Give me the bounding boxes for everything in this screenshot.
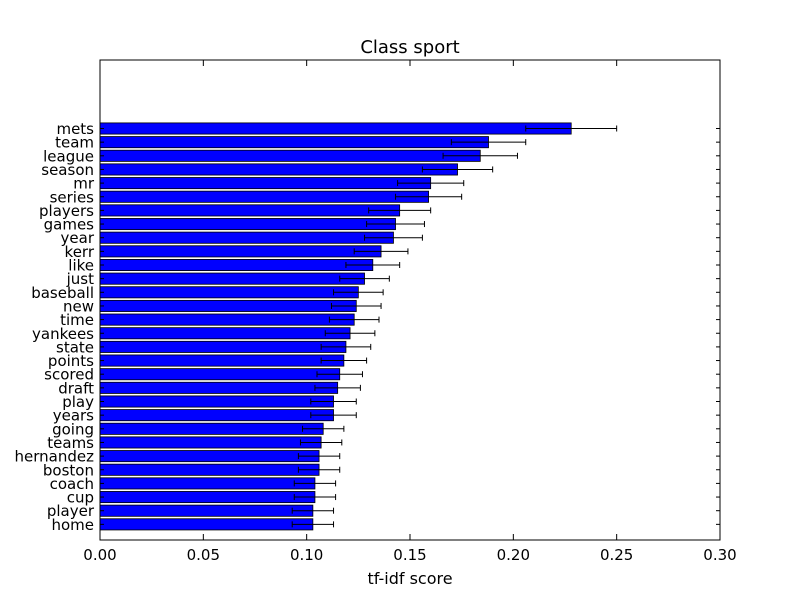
bar-kerr: [99, 245, 382, 258]
plot-frame: [99, 59, 721, 541]
y-tick-label-players: players: [39, 202, 94, 220]
y-tick-label-time: time: [60, 311, 94, 329]
y-tick-label-hernandez: hernandez: [15, 448, 95, 466]
y-tick-label-just: just: [66, 270, 94, 288]
bar-home: [99, 518, 314, 531]
bar-scored: [99, 368, 341, 381]
bar-mr: [99, 177, 432, 190]
y-tick-label-team: team: [55, 134, 94, 152]
y-tick-label-yankees: yankees: [32, 325, 94, 343]
y-tick-label-series: series: [50, 188, 95, 206]
y-tick-label-years: years: [53, 407, 94, 425]
y-tick-label-scored: scored: [44, 366, 94, 384]
bar-players: [99, 204, 401, 217]
bar-boston: [99, 463, 320, 476]
y-tick-label-cup: cup: [67, 489, 94, 507]
bar-yankees: [99, 327, 351, 340]
bar-cup: [99, 491, 316, 504]
y-tick-label-state: state: [56, 338, 94, 356]
bar-hernandez: [99, 450, 320, 463]
x-tick-label-2: 0.10: [290, 546, 323, 564]
y-tick-label-teams: teams: [47, 434, 94, 452]
bar-series: [99, 190, 430, 203]
y-tick-label-mets: mets: [56, 120, 94, 138]
bar-going: [99, 422, 324, 435]
plot-area: metsteamleagueseasonmrseriesplayersgames…: [15, 59, 737, 564]
bar-baseball: [99, 286, 359, 299]
x-axis-label: tf-idf score: [367, 569, 452, 588]
chart-title: Class sport: [360, 37, 459, 58]
x-tick-label-6: 0.30: [703, 546, 736, 564]
bar-like: [99, 258, 374, 271]
y-tick-label-coach: coach: [50, 475, 94, 493]
y-tick-label-baseball: baseball: [31, 284, 94, 302]
y-tick-label-home: home: [51, 516, 94, 534]
x-tick-label-4: 0.20: [497, 546, 530, 564]
bar-new: [99, 299, 357, 312]
y-tick-label-mr: mr: [73, 175, 95, 193]
bar-season: [99, 163, 458, 176]
x-tick-label-1: 0.05: [187, 546, 220, 564]
y-tick-label-year: year: [61, 229, 95, 247]
bar-time: [99, 313, 355, 326]
bar-coach: [99, 477, 316, 490]
bar-state: [99, 340, 347, 353]
y-tick-label-play: play: [62, 393, 94, 411]
x-tick-label-3: 0.15: [393, 546, 426, 564]
bar-mets: [99, 122, 572, 135]
y-tick-label-like: like: [68, 257, 94, 275]
y-tick-label-boston: boston: [43, 461, 94, 479]
bar-year: [99, 231, 394, 244]
bar-just: [99, 272, 365, 285]
y-tick-label-kerr: kerr: [65, 243, 95, 261]
bar-team: [99, 136, 489, 149]
y-tick-label-draft: draft: [58, 379, 94, 397]
y-tick-label-games: games: [44, 216, 95, 234]
bar-player: [99, 504, 314, 517]
y-tick-label-going: going: [52, 420, 94, 438]
x-tick-label-5: 0.25: [600, 546, 633, 564]
y-tick-label-points: points: [48, 352, 94, 370]
y-tick-label-player: player: [47, 502, 95, 520]
bar-teams: [99, 436, 322, 449]
x-tick-label-0: 0.00: [83, 546, 116, 564]
bar-draft: [99, 381, 339, 394]
bar-years: [99, 409, 334, 422]
bar-league: [99, 149, 481, 162]
y-tick-label-league: league: [43, 147, 94, 165]
y-tick-label-new: new: [63, 297, 94, 315]
bar-games: [99, 218, 396, 231]
bar-points: [99, 354, 345, 367]
bar-play: [99, 395, 334, 408]
y-tick-label-season: season: [41, 161, 94, 179]
